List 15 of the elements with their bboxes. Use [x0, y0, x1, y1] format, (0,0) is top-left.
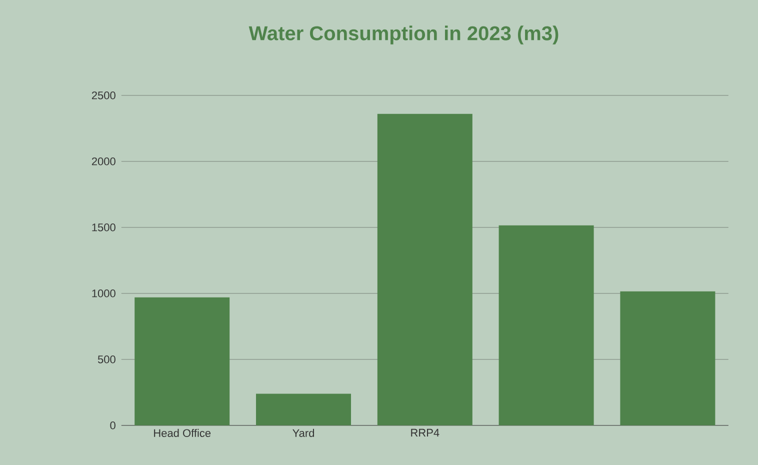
y-tick-label: 1000: [92, 290, 116, 298]
bar: [377, 114, 472, 426]
y-tick-label: 1500: [92, 224, 116, 232]
y-tick-label: 500: [98, 356, 116, 364]
y-tick-label: 0: [110, 422, 116, 430]
x-tick-label: RRP4: [411, 428, 440, 436]
bar: [620, 291, 716, 426]
x-tick-label: Head Office: [154, 428, 211, 437]
y-tick-label: 2000: [92, 158, 116, 166]
bar: [256, 394, 352, 426]
y-tick-label: 2500: [92, 92, 116, 100]
bar: [134, 297, 230, 426]
bar: [498, 225, 594, 426]
x-tick-label: Yard: [292, 428, 314, 437]
chart-title: Water Consumption in 2023 (m3): [248, 26, 558, 44]
